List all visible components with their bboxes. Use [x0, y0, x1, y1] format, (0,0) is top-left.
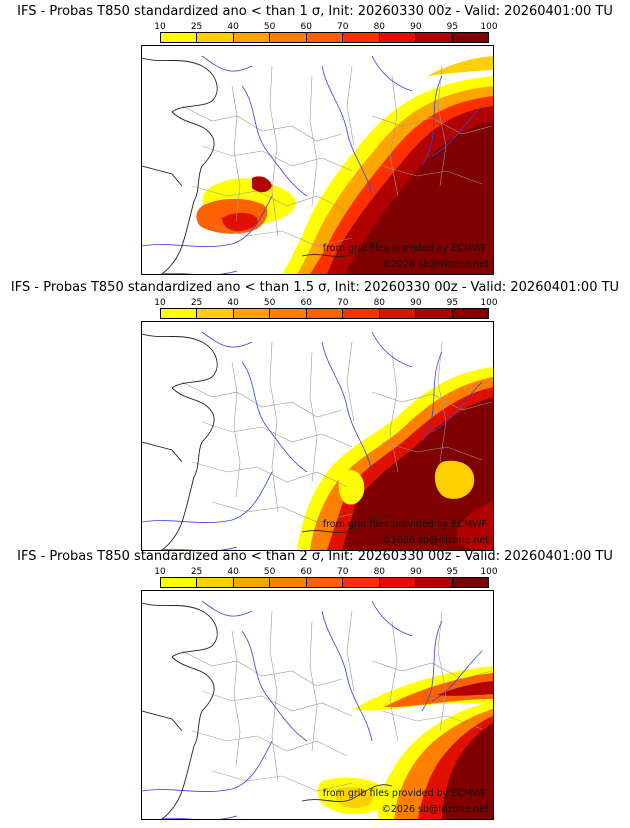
colorbar-label: 25 [190, 298, 203, 308]
colorbar-label: 80 [373, 298, 386, 308]
colorbar-swatch [416, 578, 453, 587]
probability-field [317, 666, 493, 819]
colorbar-swatch [270, 33, 307, 42]
map-area: from grib files provided by ECMWF ©2026 … [141, 45, 494, 275]
colorbar-label: 95 [446, 22, 459, 32]
colorbar-label: 50 [263, 298, 276, 308]
panel-title: IFS - Probas T850 standardized ano < tha… [17, 549, 613, 564]
colorbar-swatch [270, 578, 307, 587]
colorbar-labels: 10 25 40 50 60 70 80 90 95 100 [154, 567, 497, 577]
colorbar-swatches [160, 577, 489, 588]
colorbar-label: 70 [337, 22, 349, 32]
colorbar-label: 95 [446, 298, 459, 308]
colorbar-label: 40 [227, 298, 239, 308]
colorbar-swatches [160, 32, 489, 43]
map-area: from grib files provided by ECMWF ©2026 … [141, 590, 494, 820]
colorbar-label: 90 [410, 567, 422, 577]
colorbar-swatch [197, 309, 234, 318]
credit-ecmwf: from grib files provided by ECMWF [322, 788, 487, 799]
colorbar-swatch [306, 33, 344, 42]
colorbar-swatch [233, 578, 271, 587]
colorbar-swatch [452, 309, 488, 318]
colorbar-label: 40 [227, 567, 239, 577]
colorbar-swatch [343, 578, 380, 587]
colorbar-label: 100 [480, 298, 498, 308]
colorbar-swatch [416, 309, 453, 318]
panel-title: IFS - Probas T850 standardized ano < tha… [10, 280, 620, 295]
colorbar-swatch [379, 578, 417, 587]
colorbar-label: 90 [410, 298, 422, 308]
colorbar-label: 10 [154, 567, 166, 577]
credit-site: ©2026 sb@irizone.net [381, 259, 489, 270]
colorbar-label: 70 [337, 567, 349, 577]
colorbar-swatch [306, 578, 344, 587]
colorbar-swatch [233, 33, 271, 42]
colorbar-label: 95 [446, 567, 459, 577]
map-area: from grib files provided by ECMWF ©2026 … [141, 321, 494, 551]
credit-site: ©2026 sb@irizone.net [381, 804, 489, 815]
colorbar-label: 70 [337, 298, 349, 308]
credit-ecmwf: from grib files provided by ECMWF [322, 519, 487, 530]
colorbar-swatch [343, 309, 380, 318]
map-svg [142, 55, 493, 274]
colorbar-label: 60 [300, 567, 312, 577]
colorbar: 10 25 40 50 60 70 80 90 95 100 [154, 22, 498, 43]
colorbar-swatch [306, 309, 344, 318]
colorbar-label: 40 [227, 22, 239, 32]
colorbar-swatch [343, 33, 380, 42]
colorbar-label: 60 [300, 22, 312, 32]
colorbar-swatch [233, 309, 271, 318]
colorbar-swatch [416, 33, 453, 42]
colorbar-swatch [161, 33, 198, 42]
colorbar-label: 80 [373, 22, 386, 32]
colorbar-label: 25 [190, 22, 203, 32]
colorbar-swatch [161, 309, 198, 318]
probability-field [196, 56, 493, 274]
colorbar-labels: 10 25 40 50 60 70 80 90 95 100 [154, 22, 497, 32]
colorbar-label: 50 [263, 567, 276, 577]
colorbar-labels: 10 25 40 50 60 70 80 90 95 100 [154, 298, 497, 308]
map-panel-1: IFS - Probas T850 standardized ano < tha… [0, 0, 630, 276]
map-svg [142, 600, 493, 819]
colorbar-swatch [197, 33, 234, 42]
colorbar-swatches [160, 308, 489, 319]
map-svg [142, 331, 493, 550]
colorbar-swatch [161, 578, 198, 587]
colorbar-label: 25 [190, 567, 203, 577]
colorbar-swatch [379, 33, 417, 42]
colorbar: 10 25 40 50 60 70 80 90 95 100 [154, 298, 498, 319]
colorbar-swatch [452, 33, 488, 42]
colorbar-label: 100 [480, 567, 498, 577]
panel-title: IFS - Probas T850 standardized ano < tha… [17, 4, 613, 19]
credit-site: ©2026 sb@irizone.net [381, 535, 489, 546]
colorbar-swatch [379, 309, 417, 318]
map-panel-3: IFS - Probas T850 standardized ano < tha… [0, 545, 630, 821]
colorbar: 10 25 40 50 60 70 80 90 95 100 [154, 567, 498, 588]
colorbar-label: 90 [410, 22, 422, 32]
map-panel-2: IFS - Probas T850 standardized ano < tha… [0, 276, 630, 552]
colorbar-label: 10 [154, 22, 166, 32]
colorbar-label: 80 [373, 567, 386, 577]
colorbar-label: 10 [154, 298, 166, 308]
colorbar-swatch [452, 578, 488, 587]
colorbar-label: 60 [300, 298, 312, 308]
colorbar-label: 50 [263, 22, 276, 32]
credit-ecmwf: from grib files provided by ECMWF [322, 243, 487, 254]
colorbar-label: 100 [480, 22, 498, 32]
colorbar-swatch [270, 309, 307, 318]
colorbar-swatch [197, 578, 234, 587]
